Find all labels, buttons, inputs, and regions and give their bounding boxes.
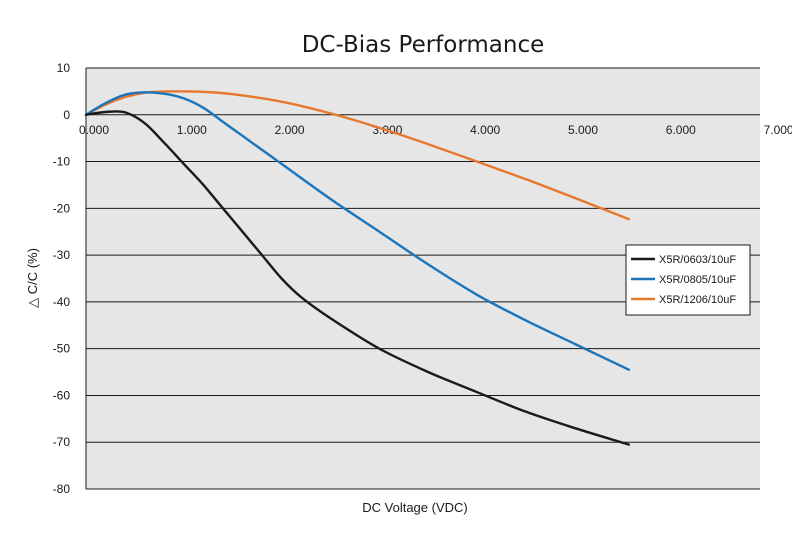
y-tick-label: -80 <box>53 482 71 496</box>
x-tick-label: 5.000 <box>568 123 598 137</box>
x-tick-label: 0.000 <box>79 123 109 137</box>
x-tick-label: 4.000 <box>470 123 500 137</box>
y-axis-label: △ C/C (%) <box>25 248 40 308</box>
y-tick-label: -70 <box>53 435 71 449</box>
series-line-X5R/0603/10uF <box>84 110 630 446</box>
x-tick-label: 6.000 <box>666 123 696 137</box>
series-lines <box>84 90 630 446</box>
legend-label: X5R/0603/10uF <box>659 254 736 266</box>
x-tick-label: 2.000 <box>275 123 305 137</box>
chart-title: DC-Bias Performance <box>302 32 545 58</box>
y-tick-label: -30 <box>53 248 71 262</box>
series-line-X5R/0805/10uF <box>84 91 630 371</box>
y-tick-label: -60 <box>53 388 71 402</box>
legend-label: X5R/1206/10uF <box>659 294 736 306</box>
x-tick-label: 7.000 <box>764 123 792 137</box>
x-tick-label: 1.000 <box>177 123 207 137</box>
y-tick-label: -50 <box>53 342 71 356</box>
y-tick-label: -40 <box>53 295 71 309</box>
y-tick-label: 10 <box>57 61 71 75</box>
legend-label: X5R/0805/10uF <box>659 274 736 286</box>
y-tick-label: 0 <box>63 108 70 122</box>
legend: X5R/0603/10uF X5R/0805/10uF X5R/1206/10uF <box>625 244 751 316</box>
y-axis-ticks: 10 0 -10 -20 -30 -40 -50 -60 -70 -80 <box>53 61 71 496</box>
x-axis-label: DC Voltage (VDC) <box>362 500 467 515</box>
gridlines <box>86 67 760 490</box>
y-tick-label: -10 <box>53 155 71 169</box>
y-tick-label: -20 <box>53 201 71 215</box>
series-line-X5R/1206/10uF <box>84 90 630 221</box>
